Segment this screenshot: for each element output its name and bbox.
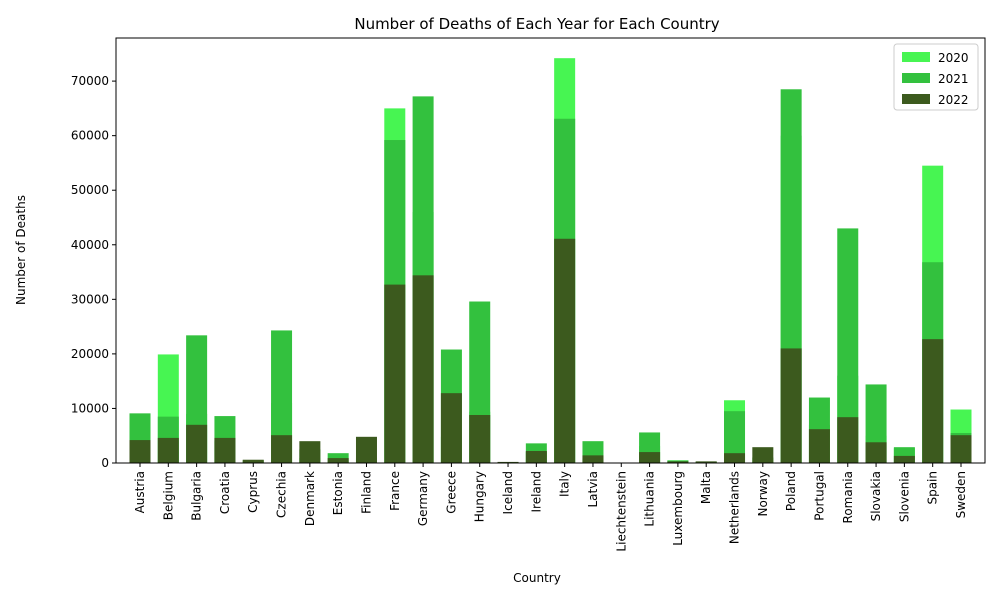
chart-title: Number of Deaths of Each Year for Each C… — [354, 15, 719, 33]
bar — [413, 275, 434, 463]
x-tick-label: Bulgaria — [190, 471, 204, 521]
x-tick-label: Spain — [926, 471, 940, 505]
legend-swatch — [902, 73, 930, 83]
bar — [186, 425, 207, 463]
bar — [752, 447, 773, 463]
legend-label: 2021 — [938, 72, 969, 86]
x-tick-label: Cyprus — [246, 471, 260, 513]
x-tick-label: Slovenia — [897, 471, 911, 522]
x-tick-label: Ireland — [529, 471, 543, 513]
x-tick-label: Iceland — [501, 471, 515, 514]
bar — [328, 458, 349, 463]
bar — [866, 442, 887, 463]
bar — [554, 239, 575, 463]
y-tick-label: 40000 — [71, 238, 109, 252]
legend-label: 2020 — [938, 51, 969, 65]
x-tick-label: Netherlands — [728, 471, 742, 544]
x-tick-label: Sweden — [954, 471, 968, 518]
x-tick-label: Malta — [699, 471, 713, 504]
x-tick-label: Romania — [841, 471, 855, 523]
legend-swatch — [902, 52, 930, 62]
x-tick-label: Poland — [784, 471, 798, 511]
x-tick-label: Czechia — [275, 471, 289, 518]
bar — [384, 285, 405, 463]
y-tick-label: 10000 — [71, 401, 109, 415]
bar — [441, 393, 462, 463]
y-tick-label: 70000 — [71, 74, 109, 88]
legend-label: 2022 — [938, 93, 969, 107]
x-tick-label: Germany — [416, 471, 430, 526]
x-tick-label: Finland — [359, 471, 373, 514]
x-tick-label: Portugal — [812, 471, 826, 521]
x-tick-label: Croatia — [218, 471, 232, 514]
bar — [837, 417, 858, 463]
bar — [271, 435, 292, 463]
x-tick-label: Luxembourg — [671, 471, 685, 546]
x-tick-label: Liechtenstein — [614, 471, 628, 552]
x-tick-label: Estonia — [331, 471, 345, 515]
bar — [922, 339, 943, 463]
bar — [526, 451, 547, 463]
x-tick-label: Slovakia — [869, 471, 883, 521]
y-tick-label: 0 — [101, 456, 109, 470]
y-tick-label: 60000 — [71, 129, 109, 143]
y-tick-label: 30000 — [71, 292, 109, 306]
bar — [724, 453, 745, 463]
bar — [130, 440, 151, 463]
legend-swatch — [902, 94, 930, 104]
bar — [809, 429, 830, 463]
x-tick-label: Greece — [444, 471, 458, 514]
bar — [299, 441, 320, 463]
y-tick-label: 50000 — [71, 183, 109, 197]
x-tick-label: Denmark — [303, 471, 317, 526]
x-tick-label: Latvia — [586, 471, 600, 508]
bar — [469, 415, 490, 463]
x-tick-label: Belgium — [161, 471, 175, 520]
y-tick-label: 20000 — [71, 347, 109, 361]
x-tick-label: Austria — [133, 471, 147, 513]
bar — [639, 452, 660, 463]
bar — [894, 456, 915, 463]
bar — [781, 348, 802, 463]
x-axis-label: Country — [513, 571, 561, 585]
bar — [158, 438, 179, 463]
x-tick-label: Hungary — [473, 471, 487, 522]
bar — [951, 435, 972, 463]
bar — [582, 455, 603, 463]
x-tick-label: France — [388, 471, 402, 511]
y-axis-label: Number of Deaths — [14, 195, 28, 305]
bar — [214, 438, 235, 463]
x-tick-label: Italy — [558, 471, 572, 497]
x-tick-label: Norway — [756, 471, 770, 517]
bar — [356, 437, 377, 463]
x-tick-label: Lithuania — [643, 471, 657, 527]
